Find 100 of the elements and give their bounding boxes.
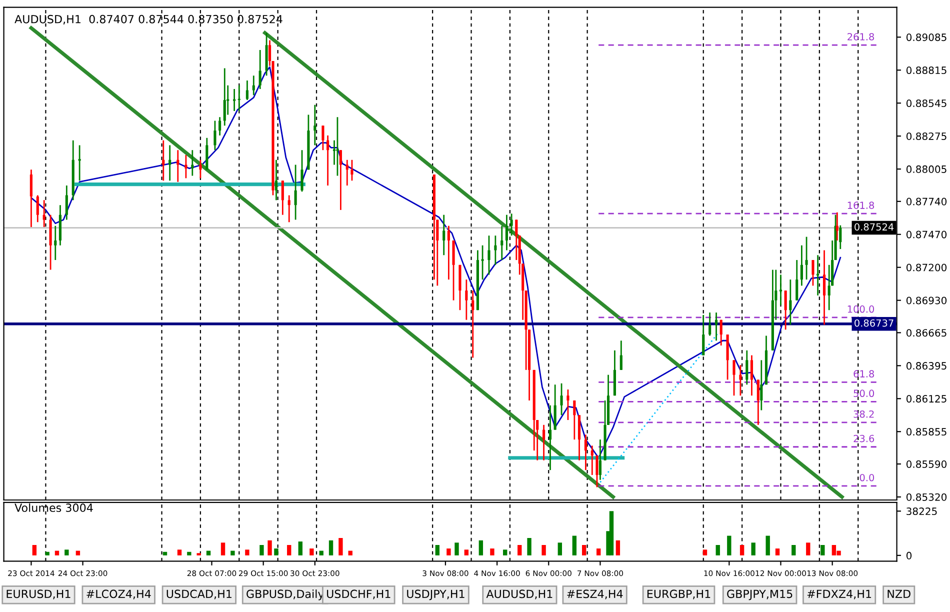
bar	[45, 552, 50, 556]
candlestick	[596, 454, 598, 488]
y-tick-label: 0.86125	[906, 395, 946, 403]
bar	[596, 548, 601, 556]
y-tick-label: 0.87740	[906, 198, 947, 206]
candlestick	[620, 340, 622, 371]
candlestick	[54, 225, 57, 261]
candlestick	[784, 290, 787, 330]
y-tick-label: 0.85590	[906, 460, 947, 468]
y-tick-label: 0.86395	[906, 362, 946, 370]
bar	[435, 544, 440, 556]
bar	[220, 542, 226, 556]
candlestick	[447, 225, 450, 280]
candlestick	[232, 88, 236, 112]
bar	[268, 540, 272, 556]
y-tick-label: 0.89085	[906, 34, 946, 42]
text: EURUSD,H1	[6, 590, 70, 600]
bar	[609, 511, 614, 556]
candlestick	[548, 404, 552, 471]
text: EURGBP,H1	[647, 590, 710, 600]
candlestick	[828, 264, 830, 311]
bar	[518, 544, 522, 556]
y-tick-label: 0.87200	[906, 264, 947, 272]
y-tick-label: 0.87470	[906, 230, 947, 238]
y-tick-label: 0	[906, 552, 912, 560]
bar	[558, 542, 562, 556]
candlestick	[350, 159, 354, 182]
text: GBPUSD,Daily	[246, 589, 324, 600]
candlestick	[598, 438, 602, 481]
series-label: 38.2	[854, 410, 874, 418]
bar	[751, 542, 756, 556]
bar	[503, 550, 508, 556]
ref-line-label: 0.86737	[854, 319, 894, 327]
candlestick	[505, 214, 508, 251]
bar	[64, 550, 69, 556]
bar	[310, 548, 314, 556]
candlestick	[839, 224, 842, 250]
candlestick	[294, 164, 297, 220]
bar	[54, 550, 60, 556]
y-tick-label: 0.85855	[906, 428, 946, 436]
chart-title: Volumes 3004	[14, 503, 93, 512]
bar	[230, 550, 235, 556]
candlestick	[346, 159, 348, 186]
bar	[287, 544, 292, 556]
y-tick-label: 0.86665	[906, 329, 946, 337]
bar	[527, 538, 532, 556]
candlestick	[326, 134, 330, 186]
candlestick	[214, 120, 216, 151]
y-tick-label: 0.88005	[906, 165, 946, 173]
candlestick	[436, 219, 439, 286]
text: AUDUSD,H1 0.87407 0.87544 0.87350 0.87524	[14, 14, 282, 24]
text: NZD	[888, 590, 910, 598]
bar	[820, 544, 825, 556]
candlestick	[560, 382, 563, 416]
candlestick	[542, 424, 546, 462]
candlestick	[223, 68, 226, 126]
bar	[298, 542, 302, 556]
candlestick	[732, 359, 736, 396]
series-label: 100.0	[848, 305, 874, 313]
y-tick-label: 38225	[906, 507, 937, 516]
candlestick	[805, 236, 808, 280]
candlestick	[300, 149, 304, 192]
candlestick	[500, 225, 504, 261]
bar	[740, 544, 744, 556]
y-tick-label: 0.86930	[906, 296, 947, 304]
candlestick	[822, 250, 826, 326]
bar	[478, 540, 484, 556]
bar	[187, 552, 192, 556]
bar	[162, 552, 168, 556]
candlestick	[36, 194, 39, 223]
bar	[582, 544, 586, 556]
candlestick	[168, 144, 172, 182]
series-label: 0.0	[860, 474, 874, 482]
series-label: 61.8	[854, 370, 874, 378]
series-label: 261.8	[848, 33, 874, 40]
candlestick	[252, 74, 255, 96]
text: USDCAD,H1	[166, 590, 232, 600]
bar	[328, 540, 334, 556]
candlestick	[515, 219, 518, 261]
candlestick	[42, 199, 46, 228]
candlestick	[536, 419, 539, 462]
bar	[319, 550, 324, 556]
bar	[274, 548, 278, 556]
bar	[446, 548, 451, 556]
y-tick-label: 0.85320	[906, 493, 947, 501]
bar	[542, 544, 546, 556]
candlestick	[778, 274, 783, 306]
candlestick	[800, 244, 803, 286]
bar	[716, 544, 720, 556]
candlestick	[199, 159, 202, 179]
series-label: 23.6	[854, 434, 874, 442]
candlestick	[191, 149, 194, 176]
bar	[338, 538, 343, 556]
candlestick	[714, 312, 718, 342]
text: AUDUSD,H1	[486, 590, 552, 600]
text: #ESZ4,H4	[567, 590, 623, 600]
series-label: 161.8	[848, 202, 874, 209]
candlestick	[702, 314, 705, 356]
candlestick	[739, 364, 742, 396]
candlestick	[708, 312, 712, 336]
